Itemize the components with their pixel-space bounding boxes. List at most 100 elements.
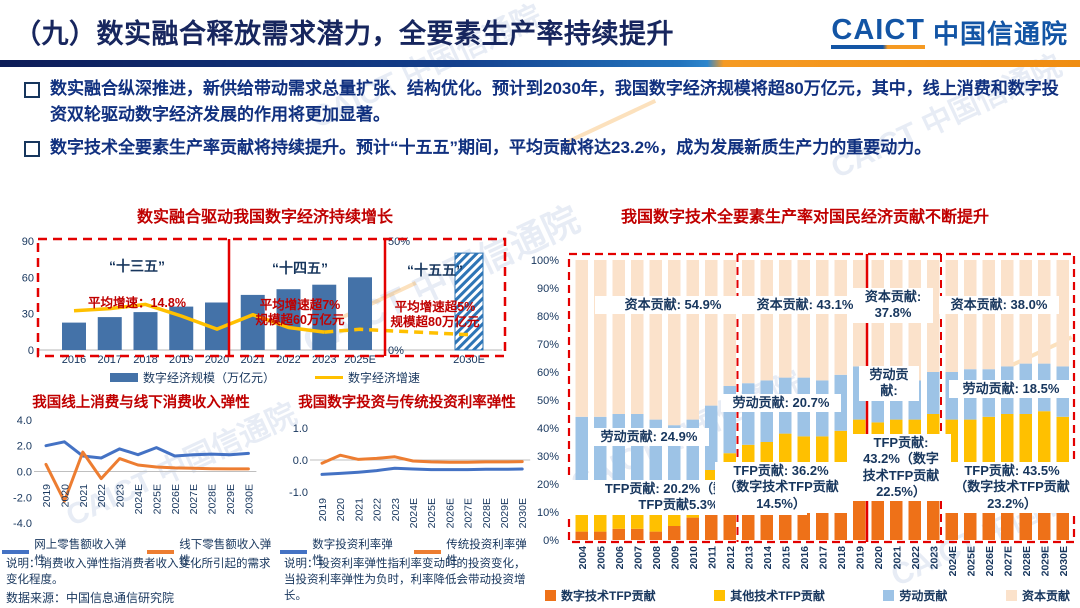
growth-line-forecast-dashed	[324, 327, 470, 337]
square-swatch-icon	[545, 590, 556, 601]
x-axis-tick: 2028E	[1021, 546, 1033, 576]
y-axis-tick: 100%	[531, 255, 559, 267]
x-axis-tick: 2025E	[426, 498, 438, 528]
x-axis-tick: 2025E	[965, 546, 977, 576]
period-dashed-border	[36, 237, 507, 358]
y-axis-tick: 40%	[537, 423, 559, 435]
y-axis-tick: 90	[22, 236, 34, 248]
data-line	[44, 450, 250, 503]
legend-label: 数字技术TFP贡献	[561, 589, 656, 603]
bar	[62, 322, 86, 350]
header-divider	[0, 60, 1080, 67]
bullet-item: 数实融合纵深推进，新供给带动需求总量扩张、结构优化。预计到2030年，我国数字经…	[24, 76, 1064, 129]
legend-item: 网上零售额收入弹性	[2, 536, 135, 568]
data-source: 数据来源：中国信息通信研究院	[6, 591, 175, 605]
stacked-bar-segment	[612, 414, 625, 487]
y-axis-tick: -2.0	[13, 492, 32, 504]
stacked-bar-segment	[1019, 414, 1032, 476]
chart1-digital-economy: 0 30 60 90 2016 2017 2018 2019 2020 2021 2022 2023 2…	[10, 226, 520, 368]
annotation-body: 平均增速超7% 规模超60万亿元	[255, 297, 345, 328]
chart2-consumption-elasticity: 4.0 2.0 0.0 -2.0 -4.0 2019 2020 2021 2022 2023 202…	[6, 414, 278, 534]
chart1-title: 数实融合驱动我国数字经济持续增长	[136, 209, 393, 226]
x-axis-tick: 2023	[390, 498, 402, 522]
stacked-bar-segment	[797, 260, 810, 378]
legend-label: 其他技术TFP贡献	[730, 589, 825, 603]
x-axis-tick: 2006	[614, 546, 626, 570]
legend-label: 数字经济增速	[348, 371, 421, 385]
chart3-canvas: 1.0 0.0 -1.0 2019 2020 2021 2022 2023 2024E 2025E…	[289, 423, 531, 528]
x-axis-tick: 2017	[817, 546, 829, 570]
bar	[276, 289, 301, 350]
legend-item: 数字投资利率弹性	[280, 536, 402, 568]
y-axis-tick: 90%	[537, 283, 559, 295]
stacked-bar-segment	[631, 260, 644, 414]
x-axis-tick: 2020	[335, 498, 347, 522]
chart2-note: 说明：消费收入弹性指消费者收入变化所引起的需求变化程度。	[6, 558, 271, 587]
x-axis-tick: 2024E	[133, 484, 145, 514]
annotation-body: 平均增速超5% 规模超80万亿元	[390, 299, 480, 330]
chart3-title: 我国数字投资与传统投资利率弹性	[298, 395, 516, 411]
labor-label-p3: 劳动贡 献:	[859, 366, 919, 401]
stacked-bar-segment	[964, 260, 977, 370]
bullet-square-icon	[24, 140, 40, 157]
stacked-bar-segment	[631, 414, 644, 487]
stacked-bar-segment	[575, 260, 588, 417]
legend-label: 资本贡献	[1021, 589, 1070, 603]
y-axis-tick: 0	[28, 345, 34, 357]
tfp-label-p3: TFP贡献: 43.2%（数字 技术TFP贡献 22.5%）	[851, 434, 951, 501]
annotation-body: 平均增速：14.8%	[88, 295, 186, 310]
stacked-bar-segment	[723, 260, 736, 386]
x-axis-tick: 2028E	[207, 484, 219, 514]
square-swatch-icon	[1005, 590, 1017, 601]
chart1-legend: 数字经济规模（万亿元） 数字经济增速	[10, 369, 520, 386]
x-axis-tick: 2021	[891, 546, 903, 570]
legend-label: 劳动贡献	[899, 589, 948, 603]
y-axis-tick: 60%	[537, 367, 559, 379]
stacked-bar-segment	[982, 416, 995, 476]
stacked-bar-segment	[760, 260, 773, 381]
stacked-bar-segment	[1056, 416, 1069, 476]
labor-label-p2: 劳动贡献: 20.7%	[721, 394, 841, 413]
x-axis-tick: 2026E	[444, 498, 456, 528]
stacked-bar-segment	[742, 383, 755, 445]
x-axis-tick: 2026E	[984, 546, 996, 576]
x-axis-tick: 2029E	[499, 498, 511, 528]
x-axis-tick: 2017	[98, 354, 122, 366]
stacked-bar-segment	[1001, 414, 1014, 476]
bar	[348, 277, 372, 350]
bar	[240, 294, 265, 350]
chart3-investment-elasticity: 1.0 0.0 -1.0 2019 2020 2021 2022 2023 2024E 2025E…	[282, 414, 534, 534]
legend-item: 资本贡献	[1005, 587, 1070, 604]
capital-label-p2: 资本贡献: 43.1%	[737, 296, 873, 315]
x-axis-tick: 2018	[836, 546, 848, 570]
line-swatch-icon	[414, 550, 442, 554]
chart1-annotation-14th: “十四五” 平均增速超7% 规模超60万亿元	[225, 240, 375, 349]
stacked-bar-segment	[686, 260, 699, 420]
tfp-label-p2: TFP贡献: 36.2% （数字技术TFP贡献 14.5%）	[715, 462, 847, 513]
line-swatch-icon	[315, 375, 343, 380]
x-axis-tick: 2027E	[188, 484, 200, 514]
y-axis-tick: 30%	[537, 451, 559, 463]
x-axis-tick: 2022	[910, 546, 922, 570]
x-axis-tick: 2023	[928, 546, 940, 570]
stacked-bar-segment	[742, 260, 755, 384]
y-axis-tick: 50%	[537, 395, 559, 407]
x-axis-tick: 2019	[317, 498, 329, 522]
stacked-bar-segment	[982, 260, 995, 370]
y-axis-tick: 4.0	[17, 415, 32, 427]
stacked-bar-segment	[575, 531, 588, 540]
legend-label: 数字经济规模（万亿元）	[142, 371, 275, 385]
chart2-legend: 网上零售额收入弹性 线下零售额收入弹性	[2, 536, 280, 568]
stacked-bar-segment	[649, 531, 662, 540]
square-swatch-icon	[714, 590, 726, 601]
legend-label: 网上零售额收入弹性	[34, 539, 127, 567]
x-axis-tick: 2023	[115, 484, 127, 508]
period-dashed-border	[567, 252, 1076, 544]
y-axis-tick: 2.0	[17, 441, 32, 453]
chart4-tfp-contribution: 100% 90% 80% 70% 60% 50% 40% 30% 20% 10% 0% 2004 200…	[515, 230, 1080, 586]
capital-label-p4: 资本贡献: 38.0%	[939, 296, 1059, 315]
y-axis-tick: 70%	[537, 339, 559, 351]
stacked-bar-segment	[742, 506, 755, 540]
caict-logo-chinese: 中国信通院	[932, 19, 1068, 49]
x-axis-tick: 2012	[725, 546, 737, 570]
